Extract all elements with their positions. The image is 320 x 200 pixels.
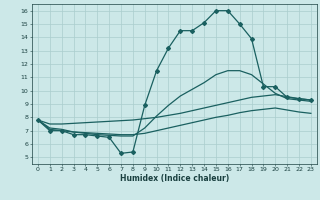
X-axis label: Humidex (Indice chaleur): Humidex (Indice chaleur) — [120, 174, 229, 183]
